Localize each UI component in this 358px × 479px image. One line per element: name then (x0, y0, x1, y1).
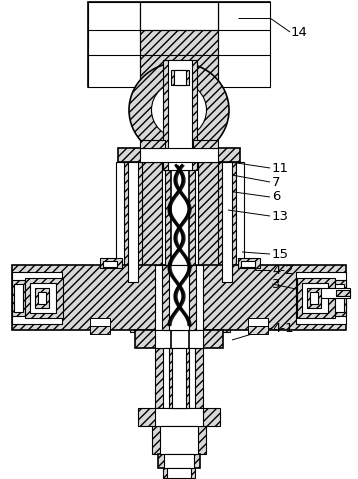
Bar (158, 454, 200, 468)
Bar (162, 265, 196, 330)
Bar (155, 265, 203, 330)
Bar (193, 140, 218, 148)
Bar (174, 70, 186, 85)
Text: 4-1: 4-1 (272, 321, 294, 334)
Bar (171, 70, 189, 85)
Bar (12, 272, 62, 324)
Bar (248, 318, 268, 326)
Bar (155, 330, 203, 348)
Bar (12, 280, 25, 316)
Bar (130, 162, 162, 332)
Bar (198, 162, 230, 332)
Bar (103, 261, 117, 267)
Bar (25, 278, 63, 318)
Bar (163, 468, 195, 478)
Bar (35, 288, 49, 308)
Bar (241, 261, 255, 267)
Bar (296, 272, 346, 324)
Bar (90, 326, 110, 334)
Ellipse shape (129, 62, 229, 158)
Bar (140, 140, 165, 148)
Bar (116, 162, 124, 292)
Text: 13: 13 (272, 209, 289, 223)
Bar (155, 348, 203, 408)
Bar (155, 408, 203, 426)
Bar (90, 318, 110, 326)
Bar (218, 162, 236, 282)
Bar (30, 283, 56, 313)
Bar (336, 290, 350, 296)
Bar (118, 148, 240, 162)
Bar (38, 292, 46, 304)
Bar (124, 162, 142, 282)
Text: 11: 11 (272, 161, 289, 174)
Text: 3: 3 (272, 277, 281, 290)
Text: 4-2: 4-2 (272, 263, 294, 276)
Bar (335, 284, 344, 312)
Bar (100, 258, 122, 268)
Bar (140, 148, 218, 162)
Text: 15: 15 (272, 248, 289, 261)
Bar (152, 426, 206, 454)
Bar (88, 2, 140, 87)
Bar (164, 454, 194, 468)
Bar (128, 162, 138, 282)
Bar (88, 2, 270, 87)
Ellipse shape (151, 82, 207, 137)
Bar (135, 330, 223, 348)
Bar (14, 284, 23, 312)
Bar (169, 348, 189, 408)
Text: 14: 14 (291, 25, 308, 38)
Bar (162, 162, 198, 332)
Bar (163, 60, 197, 170)
Bar (140, 2, 218, 30)
Bar (171, 162, 189, 357)
Bar (160, 426, 198, 454)
Bar (302, 283, 328, 313)
Bar (236, 162, 244, 292)
Bar (297, 278, 335, 318)
Bar (172, 348, 186, 408)
Bar (310, 288, 350, 298)
Text: 6: 6 (272, 191, 280, 204)
Bar (218, 2, 270, 87)
Bar (167, 468, 191, 478)
Bar (163, 348, 195, 408)
Bar (168, 60, 192, 170)
Bar (333, 280, 346, 316)
Text: 7: 7 (272, 175, 281, 189)
Bar (138, 408, 220, 426)
Bar (307, 288, 321, 308)
Bar (165, 162, 195, 332)
Bar (248, 326, 268, 334)
Bar (12, 265, 346, 330)
Bar (169, 265, 189, 330)
Bar (222, 162, 232, 282)
Bar (310, 292, 318, 304)
Bar (238, 258, 260, 268)
